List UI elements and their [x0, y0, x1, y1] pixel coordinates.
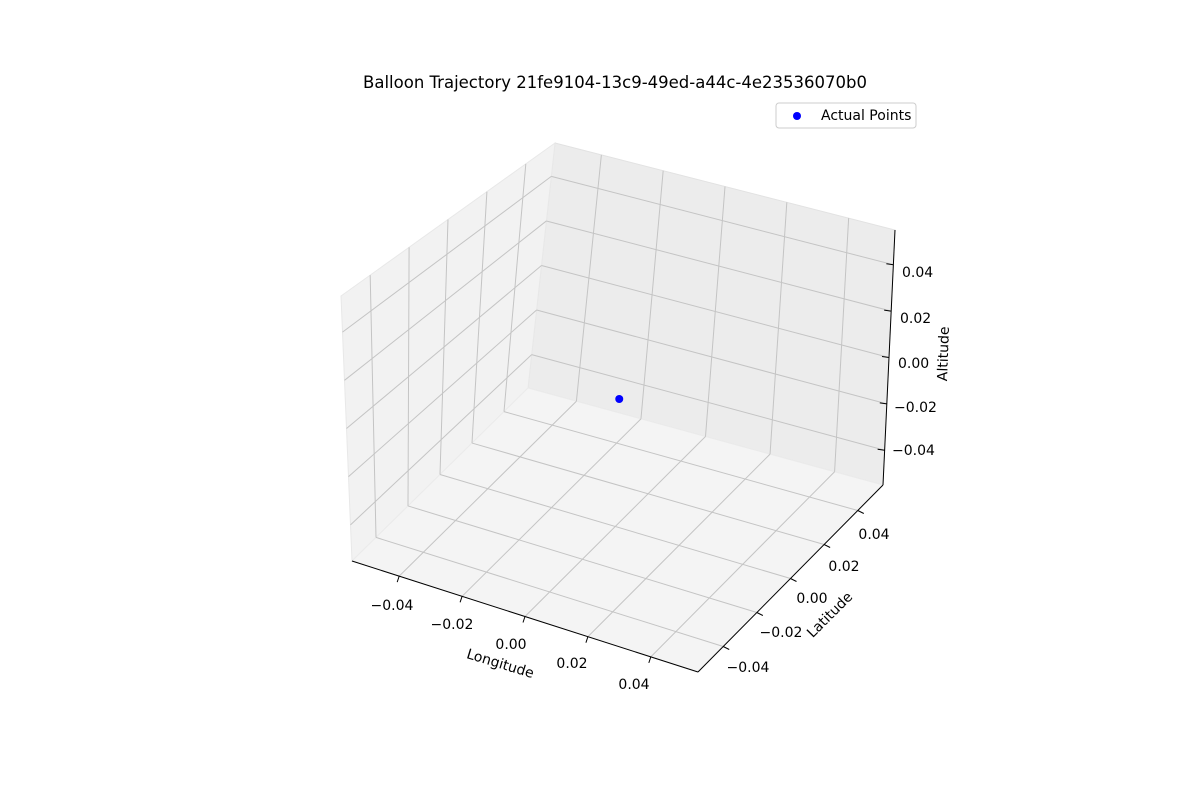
- y-tick-mark: [823, 544, 831, 548]
- legend-frame: [775, 102, 917, 129]
- x-tick-mark: [396, 575, 400, 583]
- y-tick-label: −0.04: [727, 660, 770, 676]
- z-grid-line: [551, 175, 894, 266]
- x-tick-label: −0.02: [431, 617, 474, 633]
- x-grid-line: [834, 218, 850, 472]
- z-grid-line: [346, 265, 542, 429]
- x-tick-label: 0.02: [556, 656, 587, 672]
- z-tick-mark: [886, 263, 894, 266]
- y-tick-mark: [790, 578, 797, 582]
- chart-title: Balloon Trajectory 21fe9104-13c9-49ed-a4…: [363, 73, 867, 92]
- z-tick-labels: 0.04 0.02 0.00 −0.02 −0.04: [892, 265, 937, 459]
- y-tick-label: 0.00: [796, 591, 827, 607]
- legend-label: Actual Points: [821, 108, 911, 124]
- legend-marker: [793, 112, 801, 120]
- y-grid-line: [471, 191, 488, 444]
- z-tick-label: −0.02: [894, 400, 937, 416]
- x-tick-label: −0.04: [371, 598, 414, 614]
- z-tick-label: 0.02: [900, 311, 931, 327]
- x-tick-mark: [585, 636, 589, 643]
- z-tick-label: −0.04: [892, 443, 935, 459]
- y-tick-mark: [723, 646, 730, 650]
- x-tick-label: 0.04: [618, 677, 649, 693]
- y-grid-line: [503, 411, 858, 511]
- x-tick-mark: [459, 596, 463, 603]
- z-grid-line: [344, 220, 547, 381]
- x-grid-line: [587, 453, 771, 638]
- tick-marks: [396, 263, 894, 664]
- y-grid-line: [439, 474, 791, 579]
- z-grid-line: [546, 220, 892, 312]
- z-grid-line: [342, 176, 552, 333]
- data-point: [615, 395, 624, 403]
- x-tick-mark: [648, 656, 652, 664]
- y-tick-label: 0.02: [828, 559, 859, 575]
- grid-lines: [342, 154, 894, 658]
- scatter-points: [615, 395, 624, 403]
- z-tick-mark: [884, 309, 892, 312]
- z-tick-mark: [881, 356, 890, 358]
- x-tick-mark: [522, 616, 526, 623]
- z-axis-label: Altitude: [935, 326, 953, 381]
- y-grid-line: [503, 163, 527, 412]
- x-tick-labels: −0.04 −0.02 0.00 0.02 0.04: [371, 598, 650, 693]
- z-tick-label: 0.04: [902, 265, 933, 281]
- y-tick-labels: −0.04 −0.02 0.00 0.02 0.04: [727, 527, 890, 676]
- z-tick-label: 0.00: [898, 356, 929, 372]
- y-tick-label: −0.02: [760, 625, 803, 641]
- z-grid-line: [541, 265, 890, 358]
- y-grid-line: [471, 442, 825, 545]
- z-tick-mark: [877, 448, 885, 451]
- y-tick-mark: [756, 612, 764, 616]
- x-grid-line: [769, 202, 788, 455]
- legend: Actual Points: [775, 102, 917, 129]
- y-tick-mark: [857, 510, 864, 514]
- y-tick-label: 0.04: [858, 527, 889, 543]
- x-tick-label: 0.00: [495, 637, 526, 653]
- x-grid-line: [650, 471, 835, 658]
- z-tick-mark: [879, 402, 887, 405]
